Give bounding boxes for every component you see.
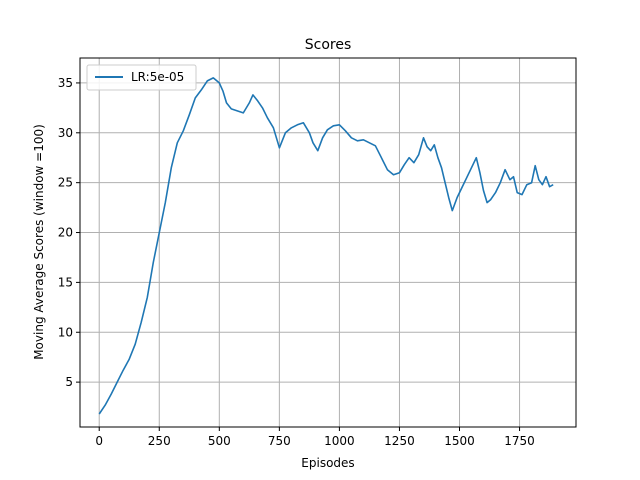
series-line	[98, 77, 554, 415]
y-tick-label: 25	[58, 176, 73, 190]
plot-frame	[79, 57, 577, 428]
y-tick-label: 10	[58, 325, 73, 339]
x-tick-label: 0	[95, 434, 103, 448]
series-layer	[98, 77, 554, 415]
x-tick-label: 750	[268, 434, 291, 448]
x-tick-label: 1750	[504, 434, 535, 448]
y-tick-label: 5	[65, 375, 73, 389]
legend: LR:5e-05	[86, 64, 197, 91]
grid-layer	[80, 58, 576, 427]
y-tick-label: 20	[58, 226, 73, 240]
x-tick-label: 1000	[324, 434, 355, 448]
y-tick-label: 30	[58, 126, 73, 140]
x-axis-label: Episodes	[301, 456, 354, 470]
x-tick-label: 500	[208, 434, 231, 448]
y-tick-label: 15	[58, 275, 73, 289]
legend-box	[86, 64, 197, 91]
x-tick-label: 1250	[384, 434, 415, 448]
axis-layer: 0 250 500 750 1000 1250 1500 1750 5 10 15 20 25 30 35	[58, 76, 535, 448]
y-tick-label: 35	[58, 76, 73, 90]
x-tick-label: 250	[148, 434, 171, 448]
x-tick-label: 1500	[444, 434, 475, 448]
chart-title: Scores	[305, 37, 352, 53]
y-axis-label: Moving Average Scores (window =100)	[32, 124, 46, 360]
legend-label: LR:5e-05	[131, 70, 184, 84]
